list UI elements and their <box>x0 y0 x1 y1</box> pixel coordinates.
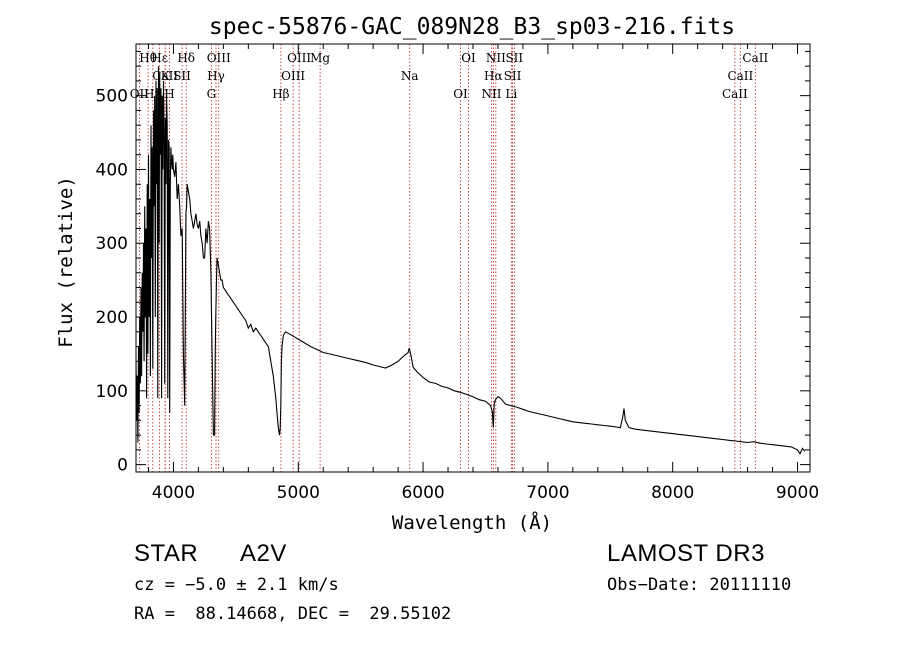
line-label: OIII <box>281 69 305 83</box>
object-subclass: A2V <box>240 540 287 567</box>
plot-frame <box>135 43 811 473</box>
y-tick-label: 200 <box>96 308 128 328</box>
line-label: Li <box>505 87 517 101</box>
line-labels: HθCaIIOIIHεKHHδSIIHηOIIIHγGOIIIOIIIHβMgN… <box>130 51 769 101</box>
y-tick-label: 100 <box>96 382 128 402</box>
x-tick-label: 9000 <box>776 483 819 503</box>
x-tick-label: 7000 <box>526 483 569 503</box>
x-tick-label: 5000 <box>277 483 320 503</box>
line-label: Hβ <box>272 87 289 101</box>
line-label: OIII <box>207 51 231 65</box>
line-label: Hγ <box>207 69 225 83</box>
line-label: OII <box>130 87 150 101</box>
y-axis-label: Flux (relative) <box>55 176 77 348</box>
emission-absorption-lines <box>138 44 756 472</box>
y-tick-label: 500 <box>96 87 128 107</box>
line-label: Hα <box>484 69 503 83</box>
ra-dec-coordinates: RA = 88.14668, DEC = 29.55102 <box>134 604 452 624</box>
line-label: Na <box>401 69 419 83</box>
x-tick-label: 8000 <box>651 483 694 503</box>
line-label: Hε <box>151 51 168 65</box>
line-label: SII <box>504 69 522 83</box>
line-label: Hδ <box>177 51 195 65</box>
line-label: CaII <box>727 69 753 83</box>
line-label: OI <box>453 87 468 101</box>
line-label: SII <box>505 51 523 65</box>
x-tick-label: 6000 <box>401 483 444 503</box>
line-label: NII <box>481 87 501 101</box>
line-label: Mg <box>310 51 330 65</box>
y-axis-ticks: 0 100 200 300 400 500 <box>96 50 810 476</box>
x-axis-ticks: 4000 5000 6000 7000 8000 9000 <box>147 44 819 503</box>
x-axis-label: Wavelength (Å) <box>392 511 552 534</box>
redshift-velocity: cz = −5.0 ± 2.1 km/s <box>134 575 339 595</box>
line-label: Hθ <box>139 51 157 65</box>
line-label: OIII <box>287 51 311 65</box>
line-label: NII <box>486 51 506 65</box>
y-tick-label: 0 <box>117 456 128 476</box>
line-label: K <box>161 69 171 83</box>
line-label: CaII <box>742 51 768 65</box>
chart-title: spec-55876-GAC_089N28_B3_sp03-216.fits <box>209 14 735 40</box>
spectrum-line <box>135 66 806 455</box>
line-label: H <box>164 87 174 101</box>
x-tick-label: 4000 <box>152 483 195 503</box>
observation-date: Obs−Date: 20111110 <box>607 575 792 595</box>
y-tick-label: 400 <box>96 160 128 180</box>
line-label: CaII <box>722 87 748 101</box>
y-tick-label: 300 <box>96 234 128 254</box>
line-label: OI <box>461 51 476 65</box>
object-class: STAR <box>134 540 199 567</box>
line-label: G <box>207 87 217 101</box>
line-label: SII <box>173 69 191 83</box>
survey-name: LAMOST DR3 <box>607 540 765 567</box>
